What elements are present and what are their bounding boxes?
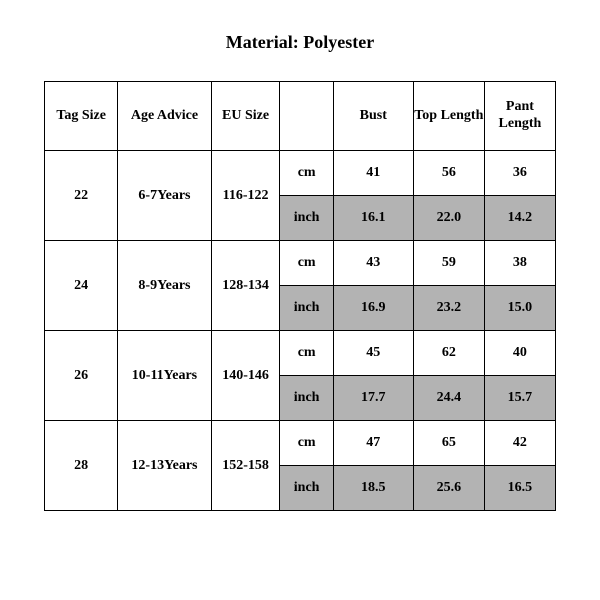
cell-bust-cm: 41 [333, 151, 413, 196]
table-row: 22 6-7Years 116-122 cm 41 56 36 [45, 151, 556, 196]
cell-tag: 22 [45, 151, 118, 241]
cell-eu: 128-134 [211, 241, 280, 331]
cell-bust-cm: 45 [333, 331, 413, 376]
col-unit [280, 82, 333, 151]
cell-unit-cm: cm [280, 241, 333, 286]
table-row: 26 10-11Years 140-146 cm 45 62 40 [45, 331, 556, 376]
cell-top-cm: 56 [413, 151, 484, 196]
cell-tag: 26 [45, 331, 118, 421]
cell-bust-inch: 18.5 [333, 466, 413, 511]
page-title: Material: Polyester [44, 32, 556, 53]
cell-unit-inch: inch [280, 196, 333, 241]
cell-unit-cm: cm [280, 331, 333, 376]
cell-pant-inch: 15.7 [484, 376, 555, 421]
page: Material: Polyester Tag Size Age Advice … [0, 0, 600, 600]
cell-unit-inch: inch [280, 286, 333, 331]
cell-age: 10-11Years [118, 331, 211, 421]
col-age-advice: Age Advice [118, 82, 211, 151]
col-pant-length: Pant Length [484, 82, 555, 151]
cell-bust-inch: 16.1 [333, 196, 413, 241]
cell-top-cm: 59 [413, 241, 484, 286]
cell-pant-inch: 16.5 [484, 466, 555, 511]
cell-unit-cm: cm [280, 421, 333, 466]
cell-pant-cm: 42 [484, 421, 555, 466]
cell-tag: 24 [45, 241, 118, 331]
cell-bust-cm: 47 [333, 421, 413, 466]
table-header-row: Tag Size Age Advice EU Size Bust Top Len… [45, 82, 556, 151]
cell-top-inch: 25.6 [413, 466, 484, 511]
cell-pant-inch: 15.0 [484, 286, 555, 331]
col-tag-size: Tag Size [45, 82, 118, 151]
cell-eu: 152-158 [211, 421, 280, 511]
cell-top-inch: 23.2 [413, 286, 484, 331]
col-top-length: Top Length [413, 82, 484, 151]
size-table: Tag Size Age Advice EU Size Bust Top Len… [44, 81, 556, 511]
cell-bust-inch: 16.9 [333, 286, 413, 331]
cell-pant-cm: 36 [484, 151, 555, 196]
cell-age: 6-7Years [118, 151, 211, 241]
cell-pant-inch: 14.2 [484, 196, 555, 241]
cell-unit-inch: inch [280, 466, 333, 511]
cell-eu: 140-146 [211, 331, 280, 421]
cell-bust-cm: 43 [333, 241, 413, 286]
table-row: 24 8-9Years 128-134 cm 43 59 38 [45, 241, 556, 286]
cell-unit-inch: inch [280, 376, 333, 421]
cell-top-cm: 65 [413, 421, 484, 466]
cell-top-cm: 62 [413, 331, 484, 376]
table-body: 22 6-7Years 116-122 cm 41 56 36 inch 16.… [45, 151, 556, 511]
cell-unit-cm: cm [280, 151, 333, 196]
cell-age: 12-13Years [118, 421, 211, 511]
col-bust: Bust [333, 82, 413, 151]
cell-age: 8-9Years [118, 241, 211, 331]
cell-top-inch: 22.0 [413, 196, 484, 241]
col-eu-size: EU Size [211, 82, 280, 151]
cell-top-inch: 24.4 [413, 376, 484, 421]
cell-eu: 116-122 [211, 151, 280, 241]
table-row: 28 12-13Years 152-158 cm 47 65 42 [45, 421, 556, 466]
cell-bust-inch: 17.7 [333, 376, 413, 421]
cell-pant-cm: 38 [484, 241, 555, 286]
cell-tag: 28 [45, 421, 118, 511]
cell-pant-cm: 40 [484, 331, 555, 376]
